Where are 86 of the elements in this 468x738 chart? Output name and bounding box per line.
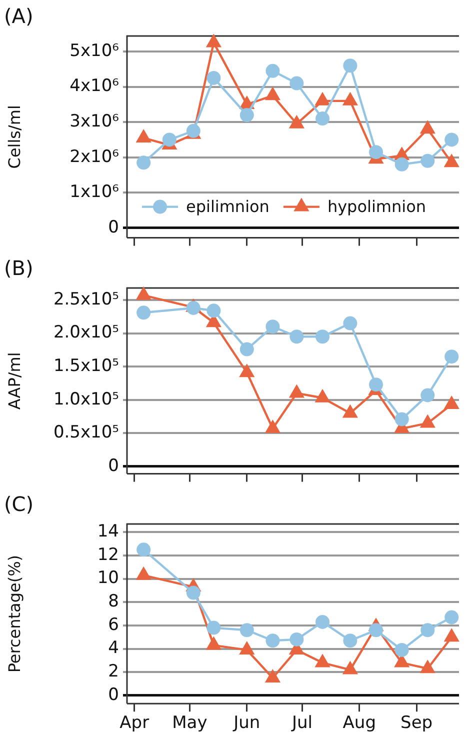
x-tick-label: Jul <box>290 713 312 734</box>
y-axis-title: Cells/ml <box>4 105 24 169</box>
x-tick-label: Apr <box>120 713 150 734</box>
point <box>316 330 330 344</box>
x-tick-label: Jun <box>232 713 260 734</box>
y-tick-label: 5x10⁶ <box>70 40 120 61</box>
point <box>266 320 280 334</box>
x-tick-label: Sep <box>400 713 433 734</box>
y-tick-label: 2.5x10⁵ <box>53 289 119 310</box>
point <box>206 70 221 85</box>
y-tick-label: 1x10⁶ <box>70 182 120 202</box>
point <box>206 636 222 650</box>
chart-title: (B) <box>4 256 34 280</box>
y-tick-label: 8 <box>108 592 119 612</box>
point <box>264 668 281 682</box>
point <box>288 114 304 128</box>
chart-title: (A) <box>4 4 34 28</box>
point <box>394 157 409 172</box>
point <box>240 623 254 638</box>
point <box>369 623 383 638</box>
x-tick-label: Aug <box>342 713 376 734</box>
point <box>264 420 281 434</box>
point <box>342 92 358 106</box>
point <box>290 632 304 646</box>
y-axis-title: AAP/ml <box>4 352 24 410</box>
point <box>420 120 436 134</box>
point <box>239 640 255 654</box>
point <box>136 128 152 142</box>
point <box>186 586 200 600</box>
point <box>264 86 281 100</box>
y-tick-label: 0.5x10⁵ <box>53 422 119 443</box>
y-tick-label: 10 <box>97 568 119 588</box>
point <box>136 542 151 557</box>
point <box>240 108 254 122</box>
point <box>343 58 358 73</box>
y-tick-label: 0 <box>108 456 119 476</box>
point <box>420 623 435 638</box>
point <box>206 304 221 318</box>
point <box>136 306 151 320</box>
point <box>444 628 460 642</box>
point <box>266 64 280 78</box>
y-tick-label: 2.0x10⁵ <box>53 322 119 343</box>
point <box>314 92 330 106</box>
point <box>420 660 436 674</box>
point <box>444 350 459 364</box>
x-tick-label: May <box>172 713 208 734</box>
point <box>314 654 330 668</box>
y-tick-label: 0 <box>108 217 119 238</box>
point <box>240 342 254 356</box>
point <box>186 300 200 315</box>
point <box>290 76 304 90</box>
y-axis-title: Percentage(%) <box>4 554 24 673</box>
point <box>162 132 176 147</box>
y-tick-label: 4x10⁶ <box>70 76 120 96</box>
y-tick-label: 1.5x10⁵ <box>53 356 119 376</box>
y-tick-label: 4 <box>108 638 119 658</box>
point <box>290 330 304 344</box>
point <box>266 634 280 648</box>
y-tick-label: 2x10⁶ <box>70 146 120 167</box>
y-tick-label: 6 <box>108 614 119 635</box>
point <box>206 620 221 635</box>
point <box>444 132 459 147</box>
point <box>343 316 358 330</box>
point <box>444 396 460 410</box>
point <box>316 112 330 126</box>
point <box>316 614 330 629</box>
point <box>239 364 255 378</box>
point <box>420 414 436 428</box>
y-tick-label: 2 <box>108 662 119 682</box>
point <box>444 610 459 624</box>
point <box>288 384 304 398</box>
point <box>342 404 358 418</box>
y-tick-label: 1.0x10⁵ <box>53 389 119 410</box>
y-tick-label: 12 <box>97 544 119 565</box>
point <box>394 642 409 657</box>
point <box>314 388 330 402</box>
point <box>343 634 358 648</box>
y-tick-label: 14 <box>97 522 119 542</box>
chart-title: (C) <box>4 492 34 516</box>
point <box>444 154 460 168</box>
point <box>342 660 358 674</box>
legend-label: hypolimnion <box>327 196 426 216</box>
y-tick-label: 3x10⁶ <box>70 112 120 132</box>
y-tick-label: 0 <box>108 684 119 705</box>
point <box>420 154 435 168</box>
legend-label: epilimnion <box>186 196 270 216</box>
